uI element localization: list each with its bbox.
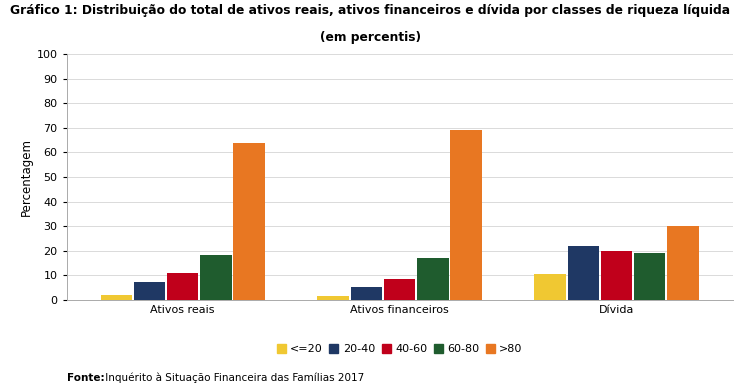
Legend: <=20, 20-40, 40-60, 60-80, >80: <=20, 20-40, 40-60, 60-80, >80 xyxy=(277,344,522,354)
Text: (em percentis): (em percentis) xyxy=(320,31,420,44)
Bar xyxy=(167,273,198,300)
Bar xyxy=(568,245,599,300)
Bar xyxy=(450,130,482,300)
Bar xyxy=(233,143,265,300)
Bar xyxy=(634,253,665,300)
Bar xyxy=(417,258,448,300)
Text: Fonte:: Fonte: xyxy=(67,373,104,383)
Text: Inquérito à Situação Financeira das Famílias 2017: Inquérito à Situação Financeira das Famí… xyxy=(102,373,364,383)
Bar xyxy=(134,282,165,300)
Bar xyxy=(317,296,349,300)
Bar xyxy=(384,279,415,300)
Bar xyxy=(534,274,566,300)
Bar xyxy=(101,294,132,300)
Y-axis label: Percentagem: Percentagem xyxy=(19,138,33,216)
Bar xyxy=(667,226,699,300)
Bar xyxy=(351,287,382,300)
Bar xyxy=(200,256,232,300)
Bar xyxy=(601,251,632,300)
Text: Gráfico 1: Distribuição do total de ativos reais, ativos financeiros e dívida po: Gráfico 1: Distribuição do total de ativ… xyxy=(10,4,730,17)
